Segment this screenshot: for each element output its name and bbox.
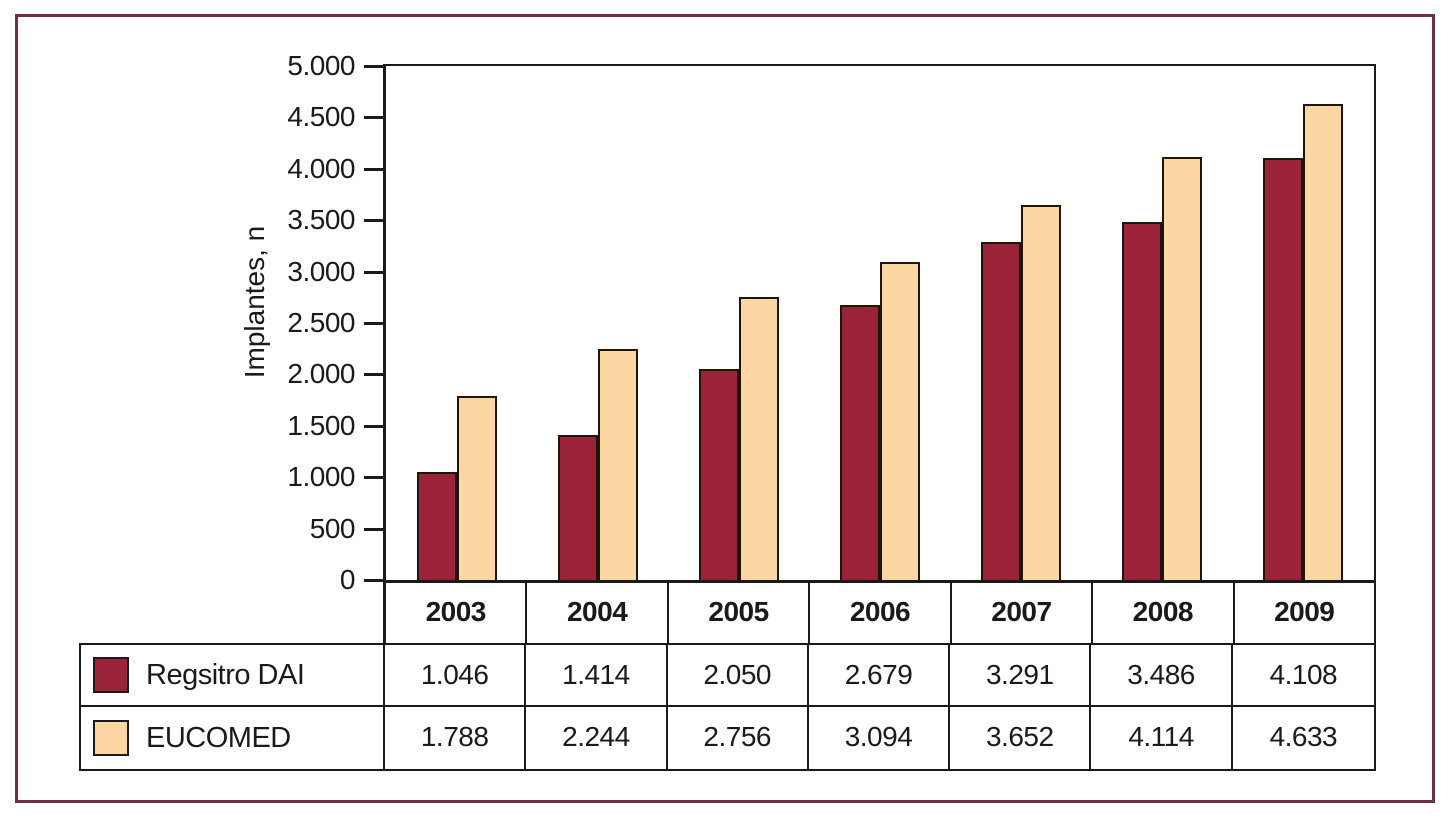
y-tick-label: 2.500 — [287, 307, 355, 338]
bar-regsitro-dai-2005 — [699, 369, 739, 580]
x-category-label: 2008 — [1093, 583, 1235, 643]
bar-regsitro-dai-2003 — [417, 472, 457, 580]
y-tick-mark — [364, 373, 383, 376]
bar-regsitro-dai-2007 — [981, 242, 1021, 580]
value-cell: 3.652 — [950, 707, 1092, 769]
value-cell: 3.486 — [1091, 645, 1233, 705]
legend-cell: EUCOMED — [81, 707, 385, 769]
bar-eucomed-2008 — [1162, 157, 1202, 580]
x-category-label: 2006 — [810, 583, 952, 643]
y-tick-label: 3.500 — [287, 204, 355, 235]
series-name: EUCOMED — [146, 722, 291, 754]
y-tick-label: 1.000 — [287, 461, 355, 492]
y-tick-mark — [364, 168, 383, 171]
plot-area — [383, 64, 1376, 583]
value-cell: 3.291 — [950, 645, 1092, 705]
bar-regsitro-dai-2004 — [558, 435, 598, 580]
bar-eucomed-2009 — [1303, 104, 1343, 580]
x-axis-category-row: 2003 2004 2005 2006 2007 2008 2009 — [383, 583, 1376, 643]
legend-swatch-icon — [93, 720, 129, 756]
bar-regsitro-dai-2008 — [1122, 222, 1162, 580]
value-cell: 4.633 — [1269, 721, 1338, 752]
value-cell: 2.050 — [668, 645, 809, 705]
bar-eucomed-2006 — [880, 262, 920, 580]
y-tick-label: 3.000 — [287, 256, 355, 287]
x-category-label: 2009 — [1274, 596, 1335, 627]
x-category-label: 2004 — [527, 583, 669, 643]
x-category-label: 2005 — [669, 583, 811, 643]
legend-cell: Regsitro DAI — [81, 645, 385, 705]
bar-eucomed-2004 — [598, 349, 638, 580]
value-cell: 3.094 — [809, 707, 951, 769]
bar-regsitro-dai-2006 — [840, 305, 880, 580]
value-cell: 4.108 — [1269, 659, 1338, 690]
y-tick-label: 1.500 — [287, 410, 355, 441]
value-cell: 4.114 — [1091, 707, 1233, 769]
y-tick-label: 4.000 — [287, 153, 355, 184]
y-tick-label: 5.000 — [287, 50, 355, 81]
y-tick-mark — [364, 528, 383, 531]
value-cell: 1.046 — [385, 645, 527, 705]
y-tick-mark — [364, 579, 383, 582]
value-cell: 2.244 — [526, 707, 668, 769]
legend-swatch-icon — [93, 657, 129, 693]
y-tick-mark — [364, 425, 383, 428]
y-tick-mark — [364, 65, 383, 68]
bar-eucomed-2005 — [739, 297, 779, 580]
y-tick-label: 0 — [339, 564, 356, 595]
bar-regsitro-dai-2009 — [1263, 158, 1303, 580]
x-category-label: 2003 — [386, 583, 528, 643]
data-table: Regsitro DAI 1.046 1.414 2.050 2.679 3.291 3.4… — [79, 643, 1376, 771]
table-row: EUCOMED 1.788 2.244 2.756 3.094 3.652 4.114 4.6… — [81, 707, 1374, 769]
bar-eucomed-2003 — [457, 396, 497, 580]
value-cell: 1.788 — [385, 707, 527, 769]
y-axis-title-text: Implantes, n — [239, 225, 270, 379]
y-tick-label: 2.000 — [287, 358, 355, 389]
y-tick-mark — [364, 116, 383, 119]
y-tick-mark — [364, 219, 383, 222]
value-cell: 1.414 — [526, 645, 668, 705]
y-tick-mark — [364, 322, 383, 325]
series-name: Regsitro DAI — [146, 659, 305, 691]
y-tick-label: 4.500 — [287, 101, 355, 132]
x-category-label: 2007 — [952, 583, 1094, 643]
y-tick-mark — [364, 476, 383, 479]
bar-eucomed-2007 — [1021, 205, 1061, 580]
table-row: Regsitro DAI 1.046 1.414 2.050 2.679 3.291 3.4… — [81, 645, 1374, 707]
value-cell: 2.756 — [668, 707, 809, 769]
value-cell: 2.679 — [809, 645, 951, 705]
y-tick-mark — [364, 271, 383, 274]
y-tick-label: 500 — [309, 513, 356, 544]
